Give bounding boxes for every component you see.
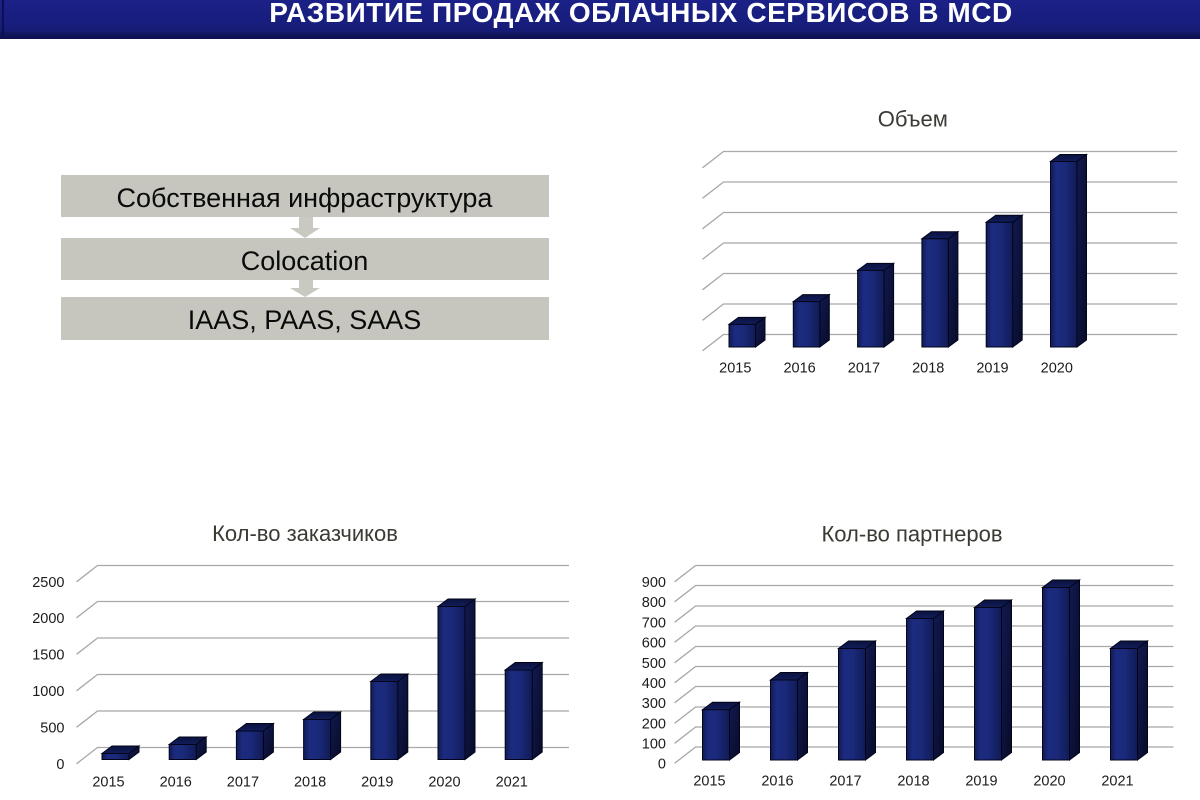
svg-text:2019: 2019 <box>361 774 393 790</box>
svg-text:800: 800 <box>642 595 666 611</box>
svg-text:2015: 2015 <box>719 361 751 377</box>
svg-text:2017: 2017 <box>848 361 880 377</box>
svg-text:2021: 2021 <box>1101 774 1133 790</box>
svg-text:600: 600 <box>642 635 666 651</box>
svg-text:2020: 2020 <box>428 774 460 790</box>
svg-text:900: 900 <box>642 575 666 591</box>
svg-text:2018: 2018 <box>294 774 326 790</box>
svg-text:2019: 2019 <box>965 774 997 790</box>
svg-text:Кол-во заказчиков: Кол-во заказчиков <box>212 521 398 546</box>
svg-text:Кол-во партнеров: Кол-во партнеров <box>821 522 1002 547</box>
svg-text:2019: 2019 <box>976 361 1008 377</box>
svg-text:1000: 1000 <box>32 684 64 700</box>
svg-text:2021: 2021 <box>496 774 528 790</box>
svg-text:500: 500 <box>40 720 64 736</box>
svg-text:100: 100 <box>642 736 666 752</box>
svg-text:500: 500 <box>642 656 666 672</box>
svg-text:2018: 2018 <box>897 774 929 790</box>
svg-text:2020: 2020 <box>1041 361 1073 377</box>
svg-text:0: 0 <box>56 757 64 773</box>
svg-text:1500: 1500 <box>32 647 64 663</box>
svg-text:300: 300 <box>642 696 666 712</box>
svg-text:2016: 2016 <box>761 774 793 790</box>
svg-text:0: 0 <box>658 756 666 772</box>
svg-text:2017: 2017 <box>227 774 259 790</box>
svg-text:2015: 2015 <box>693 774 725 790</box>
svg-text:700: 700 <box>642 615 666 631</box>
svg-text:200: 200 <box>642 716 666 732</box>
svg-text:2016: 2016 <box>160 774 192 790</box>
svg-text:2020: 2020 <box>1033 774 1065 790</box>
svg-text:400: 400 <box>642 676 666 692</box>
svg-text:2500: 2500 <box>32 575 64 591</box>
svg-text:2000: 2000 <box>32 611 64 627</box>
svg-text:2017: 2017 <box>829 774 861 790</box>
svg-text:2018: 2018 <box>912 361 944 377</box>
svg-text:2016: 2016 <box>783 361 815 377</box>
svg-text:Объем: Объем <box>878 107 948 132</box>
svg-text:2015: 2015 <box>92 774 124 790</box>
